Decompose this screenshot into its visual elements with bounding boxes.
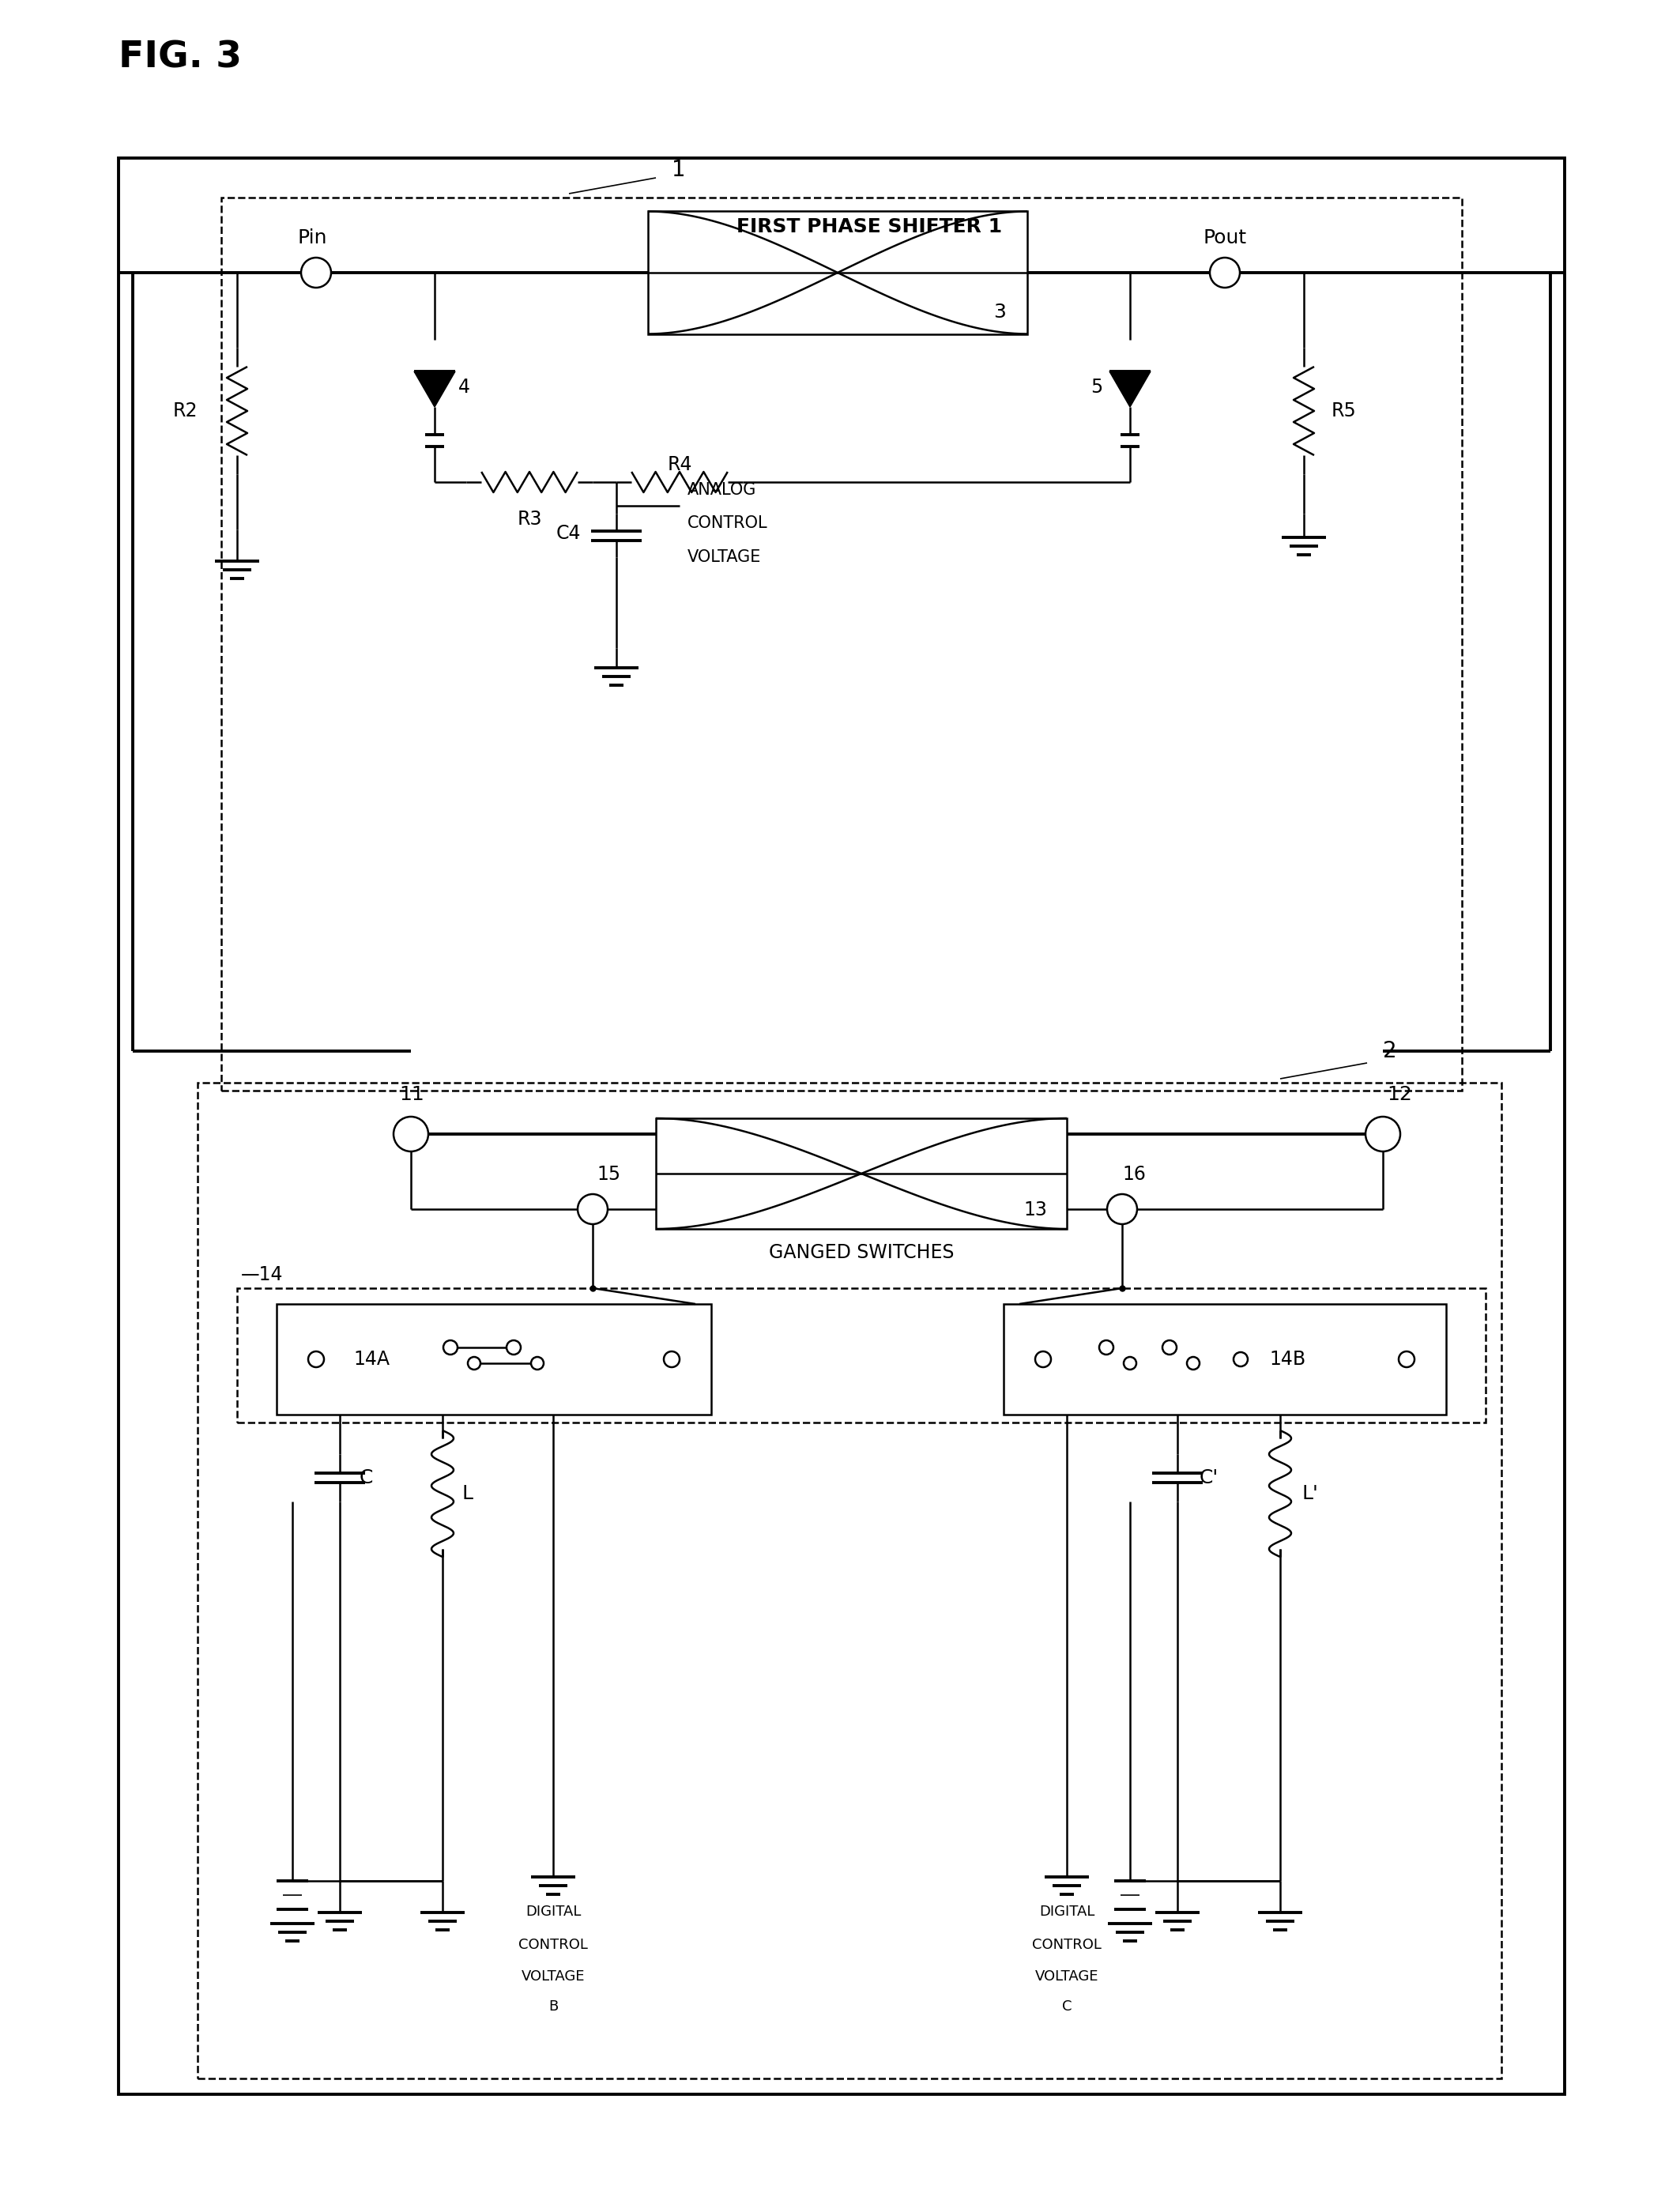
Circle shape bbox=[664, 1351, 680, 1367]
Text: Pout: Pout bbox=[1203, 228, 1247, 248]
Text: 5: 5 bbox=[1090, 378, 1102, 398]
Text: DIGITAL: DIGITAL bbox=[1038, 1905, 1095, 1918]
Text: —14: —14 bbox=[240, 1265, 284, 1285]
Bar bbox=[648, 211, 1026, 334]
Circle shape bbox=[1035, 1351, 1052, 1367]
Circle shape bbox=[301, 257, 331, 288]
Text: 3: 3 bbox=[993, 303, 1006, 323]
Text: FIG. 3: FIG. 3 bbox=[119, 40, 242, 75]
Text: B: B bbox=[548, 1999, 558, 2015]
Circle shape bbox=[1210, 257, 1240, 288]
Text: R3: R3 bbox=[517, 510, 543, 529]
Circle shape bbox=[1124, 1358, 1136, 1369]
Text: C: C bbox=[1062, 1999, 1072, 2015]
Text: 15: 15 bbox=[596, 1164, 620, 1184]
Text: Pin: Pin bbox=[297, 228, 328, 248]
Bar bbox=[237, 1287, 1485, 1421]
Text: 12: 12 bbox=[1386, 1085, 1411, 1105]
Bar bbox=[277, 1305, 711, 1415]
Text: ANALOG: ANALOG bbox=[687, 481, 756, 499]
Text: 14A: 14A bbox=[353, 1349, 390, 1369]
Circle shape bbox=[531, 1358, 544, 1369]
Circle shape bbox=[1399, 1351, 1415, 1367]
Text: 2: 2 bbox=[1383, 1039, 1396, 1061]
Text: DIGITAL: DIGITAL bbox=[526, 1905, 581, 1918]
Polygon shape bbox=[413, 371, 455, 406]
Text: 14B: 14B bbox=[1270, 1349, 1307, 1369]
Circle shape bbox=[1233, 1351, 1248, 1367]
Text: 1: 1 bbox=[672, 158, 685, 180]
Text: C: C bbox=[360, 1468, 373, 1487]
Text: CONTROL: CONTROL bbox=[519, 1938, 588, 1951]
Text: VOLTAGE: VOLTAGE bbox=[521, 1969, 585, 1984]
Circle shape bbox=[578, 1195, 608, 1224]
Polygon shape bbox=[1109, 371, 1151, 406]
Text: FIRST PHASE SHIFTER 1: FIRST PHASE SHIFTER 1 bbox=[736, 218, 1001, 237]
Bar bbox=[119, 158, 1564, 2094]
Circle shape bbox=[1099, 1340, 1114, 1356]
Circle shape bbox=[467, 1358, 480, 1369]
Text: 13: 13 bbox=[1023, 1200, 1047, 1219]
Bar bbox=[198, 1083, 1502, 2078]
Circle shape bbox=[444, 1340, 457, 1356]
Text: R2: R2 bbox=[173, 402, 198, 420]
Circle shape bbox=[1186, 1358, 1200, 1369]
Text: C': C' bbox=[1200, 1468, 1218, 1487]
Text: VOLTAGE: VOLTAGE bbox=[1035, 1969, 1099, 1984]
Text: GANGED SWITCHES: GANGED SWITCHES bbox=[769, 1244, 954, 1261]
Text: C4: C4 bbox=[556, 523, 581, 543]
Text: VOLTAGE: VOLTAGE bbox=[687, 549, 761, 565]
Circle shape bbox=[1366, 1116, 1399, 1151]
Text: 4: 4 bbox=[459, 378, 470, 398]
Circle shape bbox=[1163, 1340, 1176, 1356]
Text: CONTROL: CONTROL bbox=[687, 516, 768, 532]
Text: R4: R4 bbox=[667, 455, 692, 475]
Bar bbox=[1003, 1305, 1446, 1415]
Text: L': L' bbox=[1302, 1485, 1319, 1503]
Text: R5: R5 bbox=[1332, 402, 1357, 420]
Circle shape bbox=[1107, 1195, 1137, 1224]
Circle shape bbox=[307, 1351, 324, 1367]
Bar bbox=[655, 1118, 1067, 1228]
Text: L: L bbox=[462, 1485, 474, 1503]
Text: 16: 16 bbox=[1122, 1164, 1146, 1184]
Circle shape bbox=[507, 1340, 521, 1356]
Text: 11: 11 bbox=[400, 1085, 423, 1105]
Text: CONTROL: CONTROL bbox=[1032, 1938, 1102, 1951]
Circle shape bbox=[393, 1116, 428, 1151]
Bar bbox=[222, 198, 1462, 1090]
